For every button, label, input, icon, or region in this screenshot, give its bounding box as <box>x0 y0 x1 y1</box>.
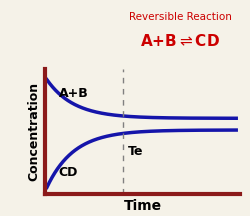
Text: Reversible Reaction: Reversible Reaction <box>128 12 232 22</box>
Text: A+B$\rightleftharpoons$CD: A+B$\rightleftharpoons$CD <box>140 33 220 49</box>
Text: CD: CD <box>59 166 78 179</box>
Text: A+B: A+B <box>59 87 88 100</box>
Y-axis label: Concentration: Concentration <box>28 82 41 181</box>
X-axis label: Time: Time <box>124 199 162 213</box>
Text: Te: Te <box>128 145 144 158</box>
